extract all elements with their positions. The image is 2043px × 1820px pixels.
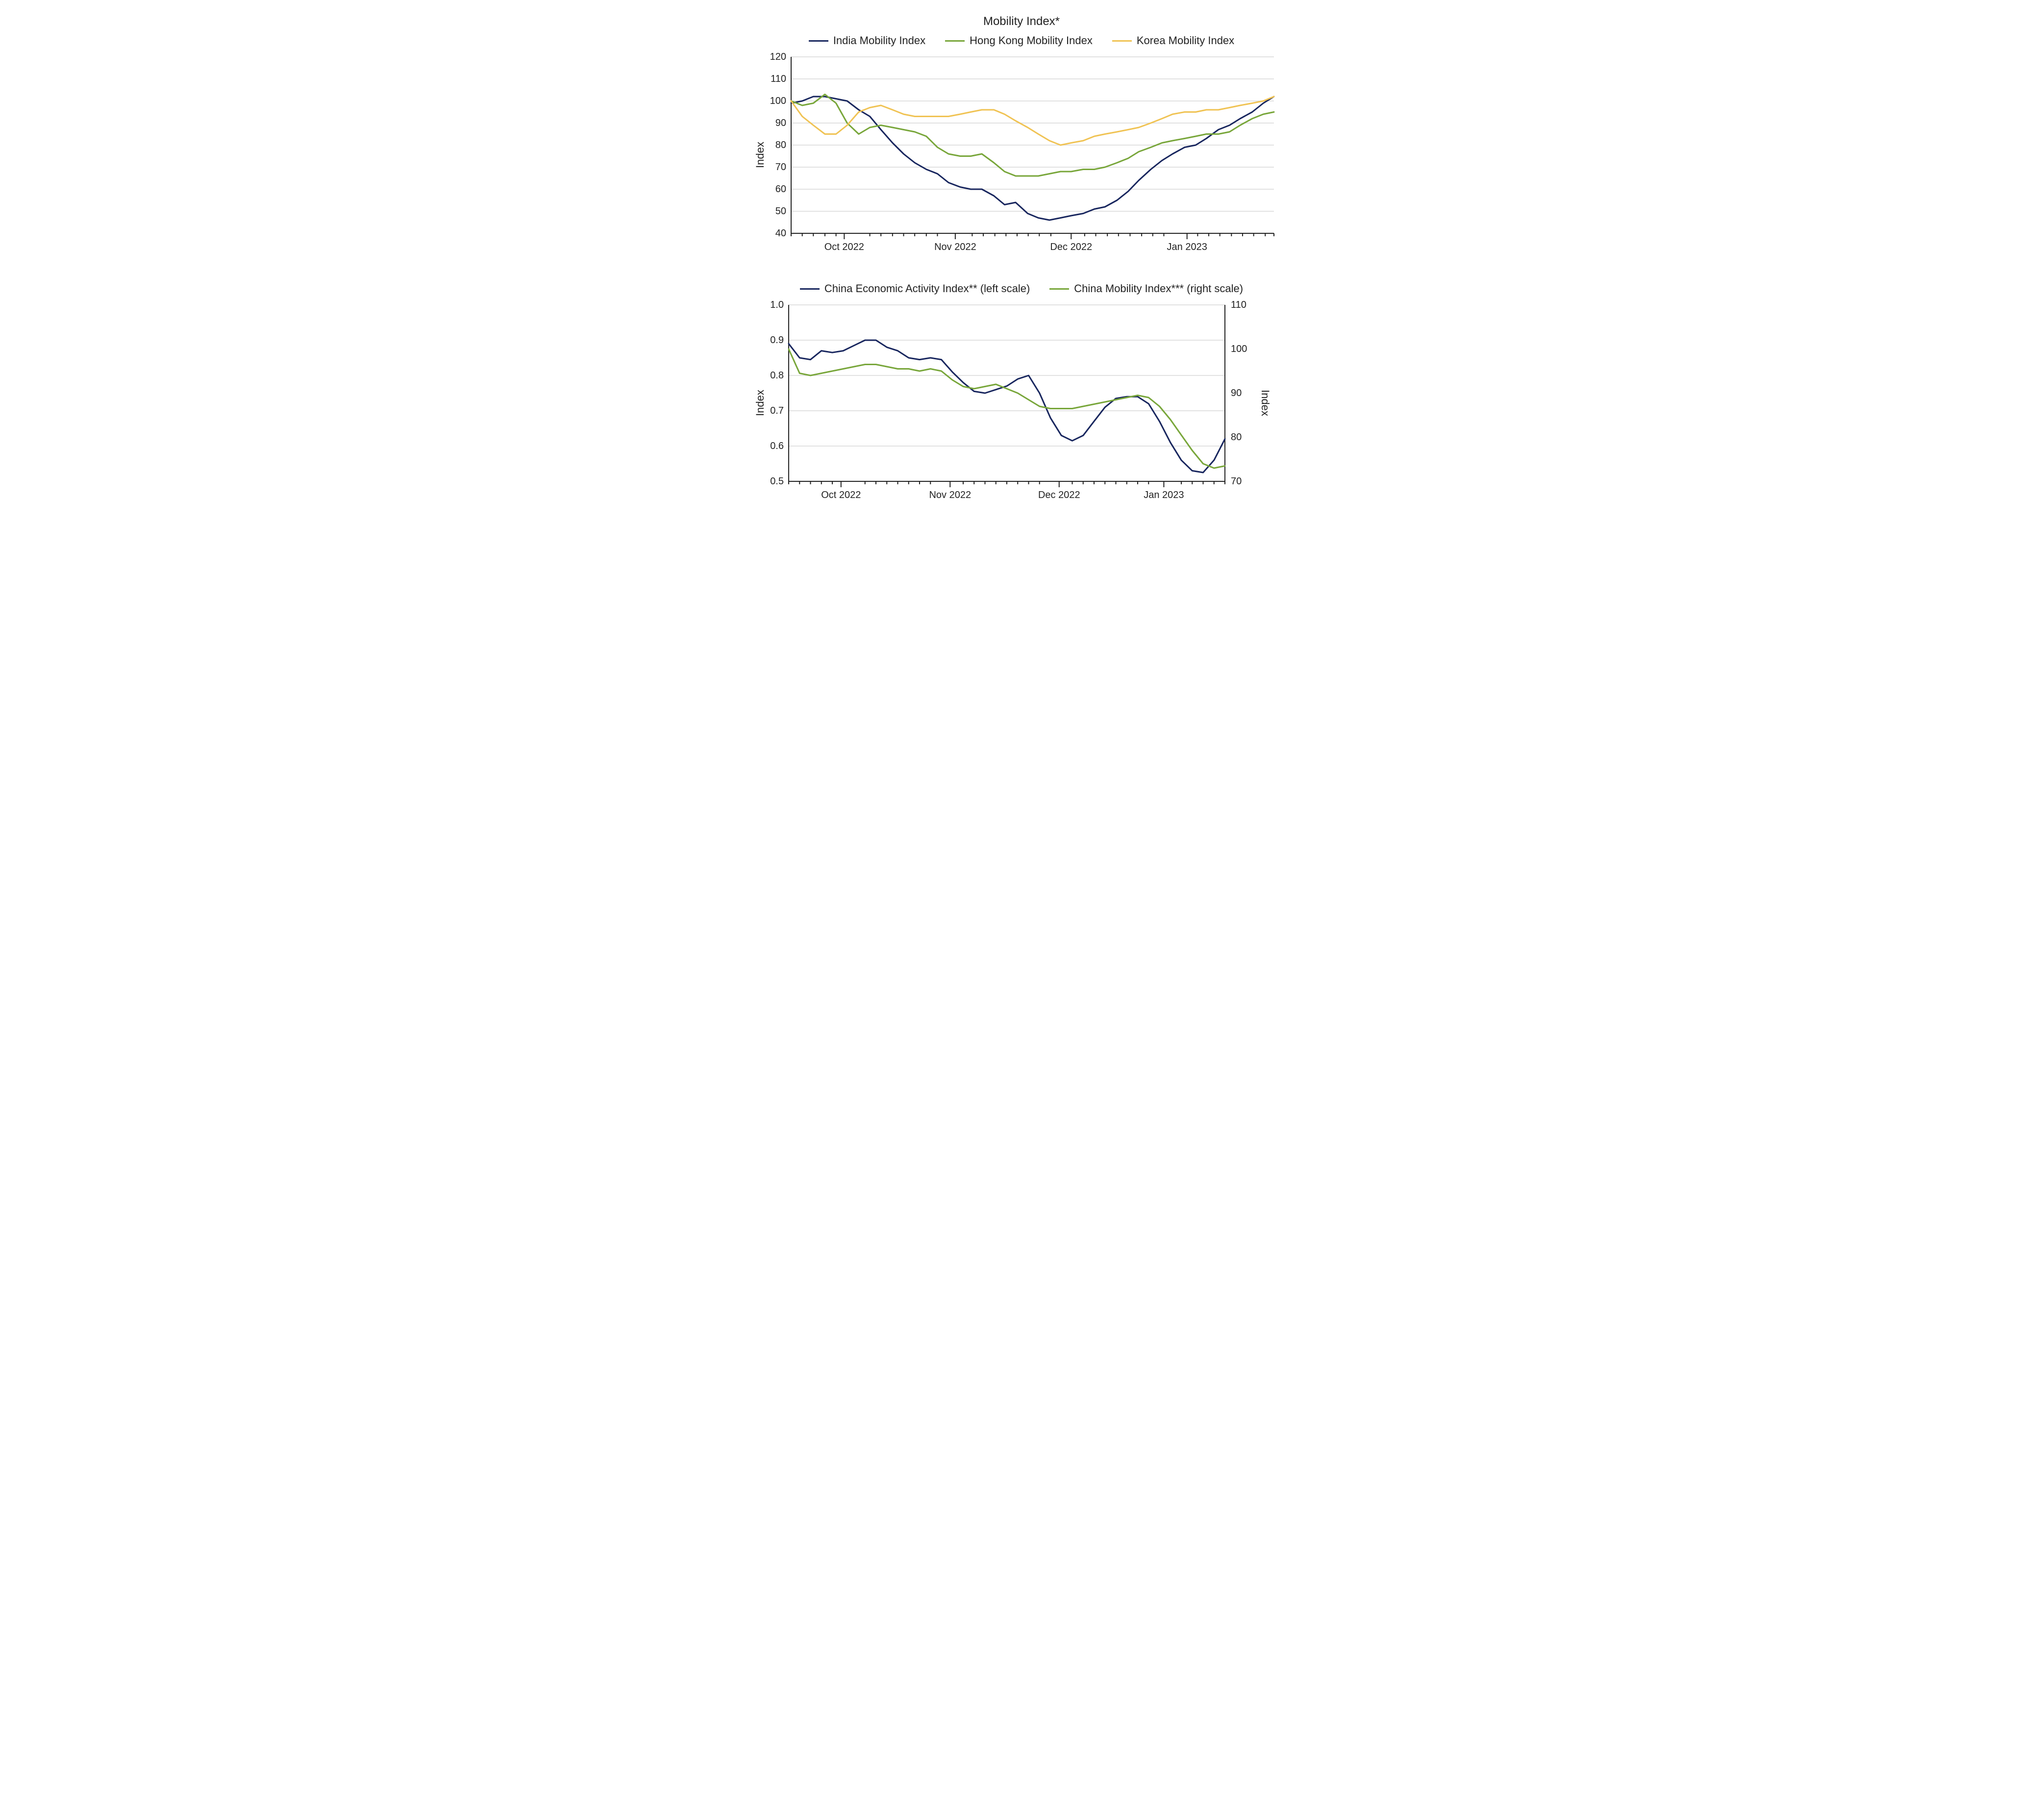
chart1-ylabel: Index: [747, 149, 762, 161]
svg-text:0.6: 0.6: [770, 441, 784, 451]
svg-text:Oct 2022: Oct 2022: [824, 242, 864, 252]
svg-text:40: 40: [775, 228, 786, 239]
legend-swatch: [800, 288, 820, 290]
chart2-ylabel-left: Index: [747, 397, 762, 409]
svg-text:Jan 2023: Jan 2023: [1167, 242, 1207, 252]
series-korea: [791, 97, 1274, 145]
svg-text:50: 50: [775, 206, 786, 217]
series-hong_kong: [791, 95, 1274, 176]
svg-text:90: 90: [775, 118, 786, 128]
legend-label: India Mobility Index: [833, 34, 925, 47]
svg-text:100: 100: [1231, 344, 1247, 354]
svg-text:110: 110: [771, 74, 786, 84]
china-index-chart: China Economic Activity Index** (left sc…: [747, 282, 1296, 506]
legend-swatch: [809, 40, 828, 42]
legend-label: Korea Mobility Index: [1137, 34, 1234, 47]
legend-item-china-activity: China Economic Activity Index** (left sc…: [800, 282, 1030, 295]
svg-text:Dec 2022: Dec 2022: [1050, 242, 1092, 252]
svg-text:Nov 2022: Nov 2022: [929, 490, 971, 500]
svg-text:70: 70: [1231, 476, 1242, 487]
svg-text:80: 80: [1231, 432, 1242, 443]
svg-text:110: 110: [1231, 300, 1246, 310]
legend-item-china-mobility: China Mobility Index*** (right scale): [1049, 282, 1243, 295]
chart2-legend: China Economic Activity Index** (left sc…: [747, 282, 1296, 295]
mobility-index-chart: Mobility Index* India Mobility Index Hon…: [747, 15, 1296, 258]
chart1-plot: 40 50 60 70 80 90 100 110 120 Oct 2022 Nov 2022 Dec…: [762, 52, 1281, 258]
svg-text:60: 60: [775, 184, 786, 195]
svg-text:Nov 2022: Nov 2022: [934, 242, 976, 252]
legend-item-korea: Korea Mobility Index: [1112, 34, 1234, 47]
legend-swatch: [1049, 288, 1069, 290]
legend-swatch: [945, 40, 965, 42]
legend-item-hongkong: Hong Kong Mobility Index: [945, 34, 1093, 47]
legend-label: China Economic Activity Index** (left sc…: [824, 282, 1030, 295]
svg-text:0.9: 0.9: [770, 335, 784, 346]
series-china_mobility: [789, 349, 1225, 468]
series-india: [791, 97, 1274, 220]
svg-text:Dec 2022: Dec 2022: [1038, 490, 1080, 500]
svg-text:70: 70: [775, 162, 786, 173]
svg-text:Jan 2023: Jan 2023: [1144, 490, 1184, 500]
svg-text:90: 90: [1231, 388, 1242, 399]
svg-text:0.8: 0.8: [770, 370, 784, 381]
legend-label: China Mobility Index*** (right scale): [1074, 282, 1243, 295]
legend-item-india: India Mobility Index: [809, 34, 925, 47]
chart2-plot: 0.5 0.6 0.7 0.8 0.9 1.0 70 80 90 100 110 Oct 2022 No…: [762, 300, 1252, 506]
legend-swatch: [1112, 40, 1132, 42]
svg-text:100: 100: [770, 96, 786, 106]
svg-text:0.7: 0.7: [770, 405, 784, 416]
svg-text:0.5: 0.5: [770, 476, 784, 487]
chart2-ylabel-right: Index: [1252, 397, 1267, 409]
svg-text:1.0: 1.0: [770, 300, 784, 310]
svg-text:Oct 2022: Oct 2022: [821, 490, 861, 500]
legend-label: Hong Kong Mobility Index: [970, 34, 1093, 47]
chart1-title: Mobility Index*: [747, 15, 1296, 28]
svg-text:80: 80: [775, 140, 786, 150]
chart1-legend: India Mobility Index Hong Kong Mobility …: [747, 34, 1296, 47]
svg-text:120: 120: [770, 52, 786, 62]
